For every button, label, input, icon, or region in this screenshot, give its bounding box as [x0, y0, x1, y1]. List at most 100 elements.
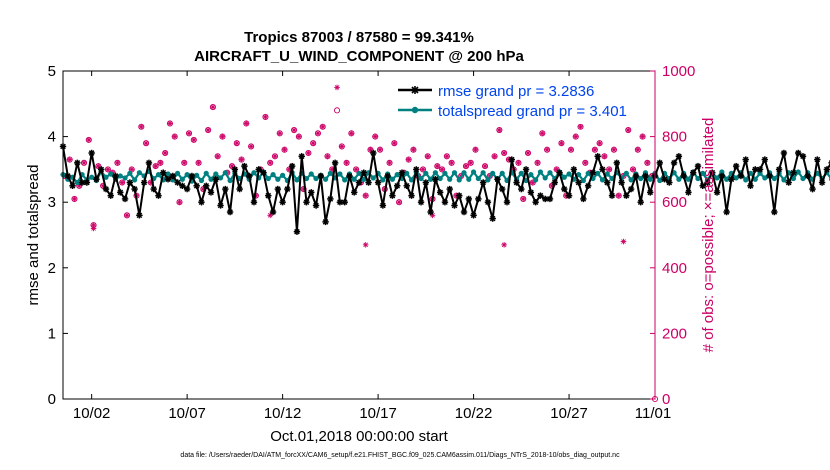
obs-assimilated-point: [281, 146, 288, 153]
spread-point: [451, 170, 458, 176]
spread-point: [122, 175, 128, 181]
rmse-point: [322, 218, 329, 226]
spread-point: [227, 177, 233, 184]
rmse-point: [355, 179, 363, 186]
obs-assimilated-point: [592, 146, 598, 153]
rmse-point: [303, 198, 310, 206]
rmse-point: [647, 189, 654, 196]
rmse-point: [236, 185, 243, 193]
rmse-point: [723, 208, 730, 216]
obs-assimilated-point: [205, 127, 211, 133]
rmse-point: [594, 153, 601, 160]
obs-assimilated-point: [544, 146, 550, 153]
spread-point: [466, 176, 472, 182]
rmse-point: [312, 202, 320, 209]
rmse-point: [503, 198, 511, 206]
obs-assimilated-point: [305, 150, 312, 156]
rmse-point: [489, 215, 496, 222]
rmse-point: [432, 176, 439, 183]
spread-point: [270, 172, 276, 178]
rmse-point: [408, 192, 415, 199]
legend-rmse-marker: [411, 86, 419, 94]
rmse-point: [327, 195, 334, 203]
spread-point: [251, 170, 257, 176]
spread-point: [719, 169, 725, 175]
spread-point: [404, 170, 410, 176]
obs-assimilated-point: [162, 150, 168, 156]
rmse-point: [499, 185, 506, 193]
rmse-point: [608, 192, 616, 199]
rmse-point: [398, 169, 406, 176]
rmse-point: [613, 159, 621, 167]
spread-point: [184, 172, 190, 178]
obs-assimilated-point: [630, 166, 636, 173]
spread-point: [542, 175, 548, 181]
spread-point: [322, 176, 329, 182]
rmse-point: [384, 172, 391, 180]
obs-assimilated-point: [105, 166, 111, 173]
rmse-point: [188, 172, 196, 180]
rmse-point: [441, 198, 449, 206]
obs-assimilated-point: [396, 199, 402, 205]
spread-point: [208, 176, 214, 182]
rmse-point: [222, 185, 229, 193]
rmse-point: [78, 179, 86, 186]
obs-assimilated-point: [334, 84, 340, 91]
spread-point: [136, 170, 142, 176]
spread-point: [480, 170, 486, 176]
spread-point: [108, 171, 114, 177]
rmse-point: [374, 179, 382, 186]
spread-point: [132, 177, 138, 183]
spread-point: [432, 170, 438, 176]
rmse-point: [370, 149, 377, 157]
rmse-point: [140, 179, 148, 186]
rmse-point: [637, 198, 644, 206]
data-file-footer: data file: /Users/raeder/DAI/ATM_forcXX/…: [180, 452, 620, 459]
spread-point: [599, 177, 606, 183]
spread-point: [752, 176, 758, 182]
rmse-point: [771, 208, 778, 216]
spread-point: [585, 170, 591, 176]
spread-point: [647, 176, 653, 182]
spread-point: [561, 174, 567, 180]
rmse-point: [752, 166, 759, 173]
rmse-point: [694, 162, 702, 170]
obs-assimilated-point: [186, 130, 192, 137]
spread-point: [714, 175, 720, 181]
rmse-point: [436, 189, 444, 196]
x-tick-label: 10/02: [73, 405, 111, 422]
spread-point: [781, 177, 787, 183]
y-tick-label: 5: [48, 63, 56, 80]
obs-assimilated-point: [214, 153, 221, 160]
obs-assimilated-point: [272, 153, 278, 160]
spread-point: [380, 177, 386, 183]
obs-assimilated-point: [152, 163, 159, 169]
obs-assimilated-point: [410, 146, 417, 153]
rmse-point: [274, 185, 282, 193]
spread-point: [423, 170, 429, 176]
obs-assimilated-point: [601, 153, 608, 160]
y-tick-label: 4: [48, 129, 56, 146]
rmse-point: [508, 156, 515, 163]
obs-assimilated-point: [296, 133, 302, 140]
rmse-point: [465, 195, 473, 203]
rmse-point: [775, 166, 783, 173]
obs-assimilated-point: [558, 140, 565, 146]
spread-point: [533, 177, 539, 183]
rmse-point: [226, 208, 234, 216]
spread-point: [547, 170, 553, 176]
rmse-point: [804, 172, 811, 180]
obs-assimilated-point: [424, 153, 431, 160]
obs-assimilated-point: [176, 199, 183, 205]
rmse-point: [245, 172, 253, 180]
legend: rmse grand pr = 3.2836 totalspread grand…: [395, 76, 645, 124]
rmse-point: [331, 159, 339, 167]
obs-assimilated-point: [620, 238, 627, 245]
rmse-point: [718, 172, 726, 180]
obs-assimilated-point: [444, 153, 450, 160]
x-tick-label: 10/07: [168, 405, 206, 422]
obs-assimilated-point: [525, 150, 531, 156]
spread-point: [89, 174, 95, 180]
y-right-tick-label: 800: [662, 129, 687, 146]
obs-assimilated-point: [568, 146, 574, 153]
